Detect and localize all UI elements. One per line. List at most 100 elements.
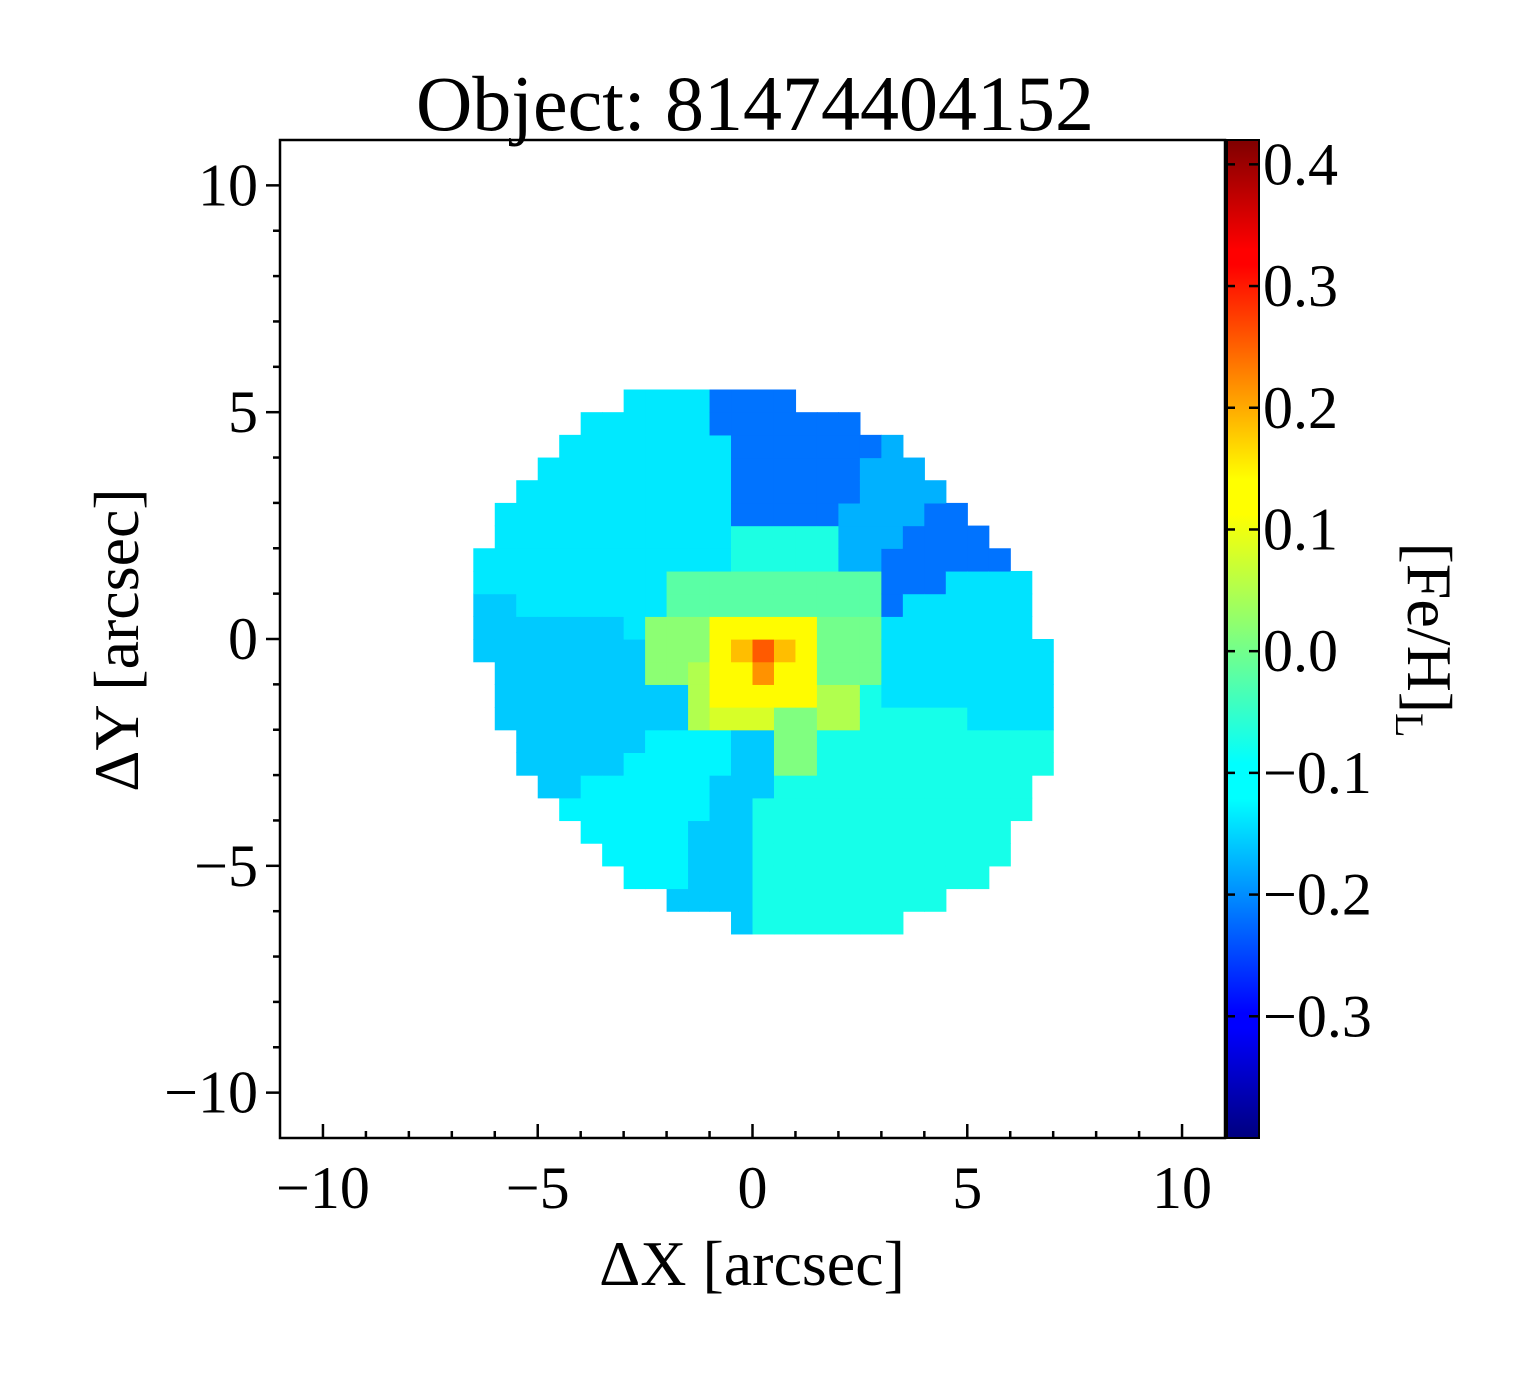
heatmap-cell <box>602 502 625 527</box>
y-tick-label: 0 <box>228 606 258 672</box>
heatmap-cell <box>816 502 840 527</box>
heatmap-cell <box>881 525 904 549</box>
heatmap-cell <box>795 502 818 527</box>
heatmap-cell <box>623 820 646 844</box>
heatmap-cell <box>859 639 882 663</box>
heatmap-cell <box>859 797 882 822</box>
y-tick-label: −10 <box>164 1060 258 1126</box>
heatmap-cell <box>795 797 818 822</box>
heatmap-cell <box>859 843 882 867</box>
heatmap-cell <box>773 843 797 867</box>
heatmap-cell <box>902 480 925 504</box>
heatmap-cell <box>795 480 818 504</box>
heatmap-cell <box>623 843 646 867</box>
heatmap-cell <box>645 480 668 504</box>
heatmap-cell <box>816 457 840 481</box>
heatmap-cell <box>709 593 732 617</box>
heatmap-cell <box>816 865 840 890</box>
heatmap-cell <box>838 752 861 776</box>
heatmap-cell <box>838 593 861 617</box>
y-tick-label: 10 <box>198 152 258 218</box>
heatmap-cell <box>666 843 689 867</box>
heatmap-cell <box>623 548 646 572</box>
y-axis: −10 −5 0 5 10 <box>164 152 280 1126</box>
heatmap-cell <box>773 888 797 912</box>
heatmap-cell <box>709 865 732 890</box>
heatmap-cell <box>623 775 646 799</box>
heatmap-cell <box>902 570 925 595</box>
heatmap-cell <box>473 570 496 595</box>
heatmap-cell <box>709 888 732 912</box>
heatmap-cell <box>623 752 646 776</box>
heatmap-cell <box>945 729 968 754</box>
heatmap-cell <box>709 752 732 776</box>
heatmap-cell <box>773 639 797 663</box>
heatmap-cell <box>709 843 732 867</box>
heatmap-cell <box>645 797 668 822</box>
heatmap-cell <box>1010 752 1033 776</box>
heatmap-cell <box>945 593 968 617</box>
heatmap-cell <box>795 820 818 844</box>
heatmap-cell <box>559 752 582 776</box>
heatmap-cell <box>752 457 775 481</box>
y-tick-label: 5 <box>228 379 258 445</box>
colorbar-ticks: 0.4 0.3 0.2 0.1 0.0 −0.1 −0.2 −0.3 <box>1227 131 1372 1049</box>
heatmap-cell <box>752 843 775 867</box>
heatmap-cell <box>688 525 711 549</box>
heatmap-cell <box>902 548 925 572</box>
heatmap-cell <box>988 570 1011 595</box>
heatmap-cell <box>645 548 668 572</box>
heatmap-cell <box>838 843 861 867</box>
heatmap-cell <box>580 412 603 436</box>
heatmap-cell <box>838 911 861 935</box>
heatmap-cell <box>902 639 925 663</box>
heatmap-cell <box>967 729 990 754</box>
heatmap-cell <box>795 570 818 595</box>
colorbar <box>1226 139 1260 1139</box>
heatmap-cell <box>902 525 925 549</box>
heatmap-cell <box>988 616 1011 640</box>
heatmap-cell <box>645 865 668 890</box>
heatmap-cell <box>859 616 882 640</box>
heatmap-cell <box>666 661 689 685</box>
heatmap-cell <box>559 570 582 595</box>
heatmap-cell <box>924 616 947 640</box>
heatmap-cell <box>623 457 646 481</box>
heatmap-cell <box>731 843 754 867</box>
x-axis: −10 −5 0 5 10 <box>276 1124 1212 1221</box>
colorbar-tick-label: 0.2 <box>1263 375 1338 441</box>
heatmap-cell <box>752 434 775 459</box>
heatmap-cell <box>731 911 754 935</box>
heatmap-cell <box>494 684 517 708</box>
heatmap-cell <box>838 457 861 481</box>
heatmap-cell <box>688 775 711 799</box>
heatmap-cell <box>795 593 818 617</box>
heatmap-cell <box>559 480 582 504</box>
heatmap-cell <box>731 820 754 844</box>
heatmap-cell <box>709 707 732 731</box>
heatmap-cell <box>881 911 904 935</box>
heatmap-cell <box>773 797 797 822</box>
heatmap-cell <box>838 729 861 754</box>
heatmap-cell <box>881 639 904 663</box>
heatmap-cell <box>709 480 732 504</box>
heatmap-cell <box>967 865 990 890</box>
heatmap-cell <box>709 525 732 549</box>
heatmap-cell <box>795 729 818 754</box>
heatmap-cell <box>924 888 947 912</box>
heatmap-cell <box>752 525 775 549</box>
heatmap-cell <box>731 525 754 549</box>
heatmap-cell <box>1010 707 1033 731</box>
heatmap-cell <box>924 684 947 708</box>
heatmap-cell <box>773 616 797 640</box>
heatmap-cell <box>795 843 818 867</box>
heatmap-cell <box>623 389 646 413</box>
heatmap-cell <box>795 639 818 663</box>
heatmap-cell <box>1010 729 1033 754</box>
heatmap-cell <box>731 412 754 436</box>
heatmap-cell <box>537 639 560 663</box>
heatmap-cell <box>945 797 968 822</box>
heatmap-cell <box>666 775 689 799</box>
heatmap-cell <box>666 593 689 617</box>
heatmap-cell <box>752 752 775 776</box>
